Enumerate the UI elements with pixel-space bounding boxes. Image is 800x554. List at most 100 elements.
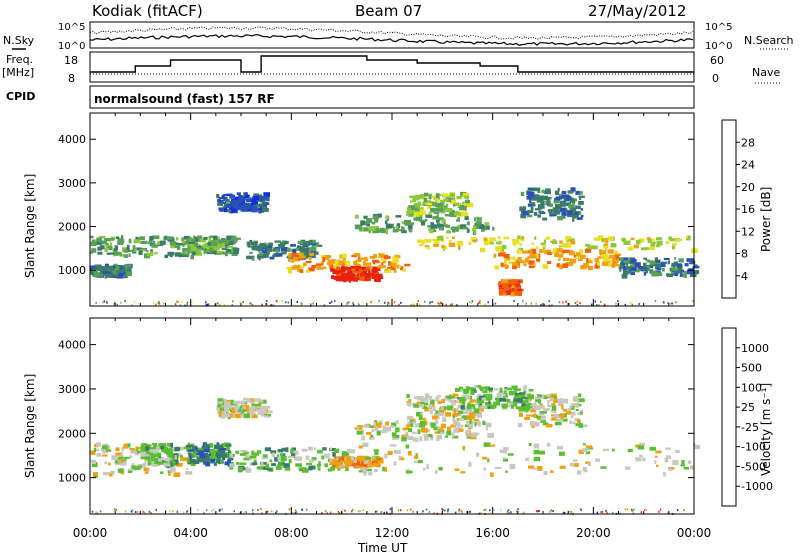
- heatmap-noise: [383, 511, 385, 514]
- heatmap-cell: [293, 256, 300, 262]
- heatmap-noise: [552, 510, 554, 513]
- heatmap-cell: [298, 266, 305, 268]
- heatmap-cell: [607, 262, 613, 267]
- heatmap-noise: [344, 509, 346, 512]
- heatmap-cell: [546, 261, 552, 264]
- heatmap-cell: [511, 279, 518, 284]
- heatmap-cell: [523, 410, 529, 413]
- heatmap-cell: [208, 236, 211, 239]
- heatmap-cell: [227, 457, 234, 461]
- heatmap-cell: [257, 450, 262, 454]
- heatmap-cell: [243, 457, 250, 461]
- heatmap-noise: [358, 303, 360, 306]
- heatmap-cell: [575, 423, 579, 426]
- heatmap-cell: [102, 450, 109, 454]
- heatmap-cell: [537, 195, 544, 199]
- heatmap-cell: [135, 446, 141, 450]
- heatmap-cell: [114, 461, 122, 465]
- heatmap-cell: [144, 457, 150, 461]
- heatmap-cell: [597, 256, 604, 259]
- heatmap-cell: [159, 457, 165, 462]
- heatmap-cell: [121, 235, 124, 238]
- heatmap-cell: [575, 403, 579, 408]
- heatmap-cell: [569, 420, 572, 424]
- heatmap-cell: [330, 458, 334, 464]
- heatmap-cell: [406, 402, 412, 406]
- heatmap-noise: [158, 302, 161, 305]
- heatmap-noise: [383, 301, 386, 304]
- heatmap-cell: [298, 467, 306, 471]
- heatmap-cell: [257, 409, 261, 414]
- heatmap-cell: [528, 193, 535, 198]
- heatmap-cell: [220, 453, 227, 458]
- heatmap-noise: [654, 300, 657, 303]
- heatmap-noise: [275, 511, 277, 514]
- heatmap-noise: [219, 303, 221, 306]
- heatmap-cell: [308, 239, 316, 244]
- heatmap-cell: [578, 398, 585, 403]
- heatmap-cell: [275, 254, 283, 257]
- heatmap-cell: [569, 258, 573, 263]
- heatmap-cell: [611, 448, 615, 452]
- heatmap-cell: [603, 243, 609, 248]
- heatmap-cell: [306, 247, 313, 252]
- heatmap-noise: [212, 508, 215, 511]
- heatmap-cell: [117, 468, 124, 472]
- heatmap-cell: [494, 388, 499, 391]
- heatmap-cell: [585, 445, 593, 449]
- heatmap-cell: [494, 466, 502, 470]
- heatmap-noise: [271, 304, 273, 307]
- heatmap-cell: [144, 471, 149, 474]
- heatmap-noise: [251, 303, 254, 306]
- heatmap-cell: [392, 259, 399, 264]
- heatmap-cell: [249, 197, 252, 200]
- heatmap-cell: [109, 472, 113, 477]
- heatmap-cell: [499, 247, 504, 252]
- heatmap-cell: [394, 449, 401, 454]
- heatmap-cell: [355, 464, 359, 469]
- heatmap-cell: [117, 239, 125, 244]
- heatmap-cell: [117, 460, 121, 463]
- heatmap-cell: [557, 399, 563, 404]
- heatmap-noise: [479, 300, 481, 303]
- heatmap-cell: [521, 236, 524, 240]
- velocity-ylabel: Slant Range [km]: [23, 374, 37, 478]
- heatmap-cell: [372, 260, 376, 265]
- heatmap-cell: [430, 224, 438, 229]
- heatmap-noise: [232, 300, 234, 303]
- heatmap-cell: [438, 412, 443, 416]
- heatmap-cell: [496, 392, 503, 398]
- heatmap-cell: [344, 458, 347, 461]
- heatmap-cell: [543, 470, 548, 476]
- heatmap-cell: [551, 417, 557, 421]
- heatmap-noise: [370, 301, 372, 304]
- heatmap-cell: [464, 207, 467, 211]
- heatmap-cell: [569, 206, 573, 212]
- heatmap-cell: [141, 443, 147, 449]
- heatmap-cell: [452, 226, 458, 230]
- heatmap-cell: [493, 401, 500, 406]
- heatmap-cell: [570, 403, 577, 406]
- heatmap-cell: [628, 270, 632, 274]
- heatmap-noise: [451, 303, 454, 306]
- heatmap-cell: [145, 446, 150, 451]
- heatmap-cell: [185, 471, 193, 475]
- heatmap-cell: [622, 266, 627, 270]
- colorbar-tick-label: -500: [741, 460, 766, 473]
- heatmap-cell: [316, 244, 323, 247]
- freq-label: Freq.: [6, 53, 33, 66]
- heatmap-cell: [326, 262, 333, 265]
- heatmap-cell: [579, 191, 583, 195]
- heatmap-noise: [500, 509, 502, 512]
- heatmap-noise: [550, 509, 553, 512]
- heatmap-cell: [115, 447, 120, 452]
- heatmap-cell: [264, 413, 272, 417]
- heatmap-noise: [271, 510, 273, 513]
- heatmap-cell: [554, 253, 559, 258]
- heatmap-cell: [550, 240, 553, 243]
- heatmap-cell: [540, 242, 546, 245]
- heatmap-cell: [641, 247, 647, 251]
- heatmap-noise: [245, 511, 247, 514]
- heatmap-cell: [324, 255, 332, 258]
- heatmap-noise: [168, 509, 171, 512]
